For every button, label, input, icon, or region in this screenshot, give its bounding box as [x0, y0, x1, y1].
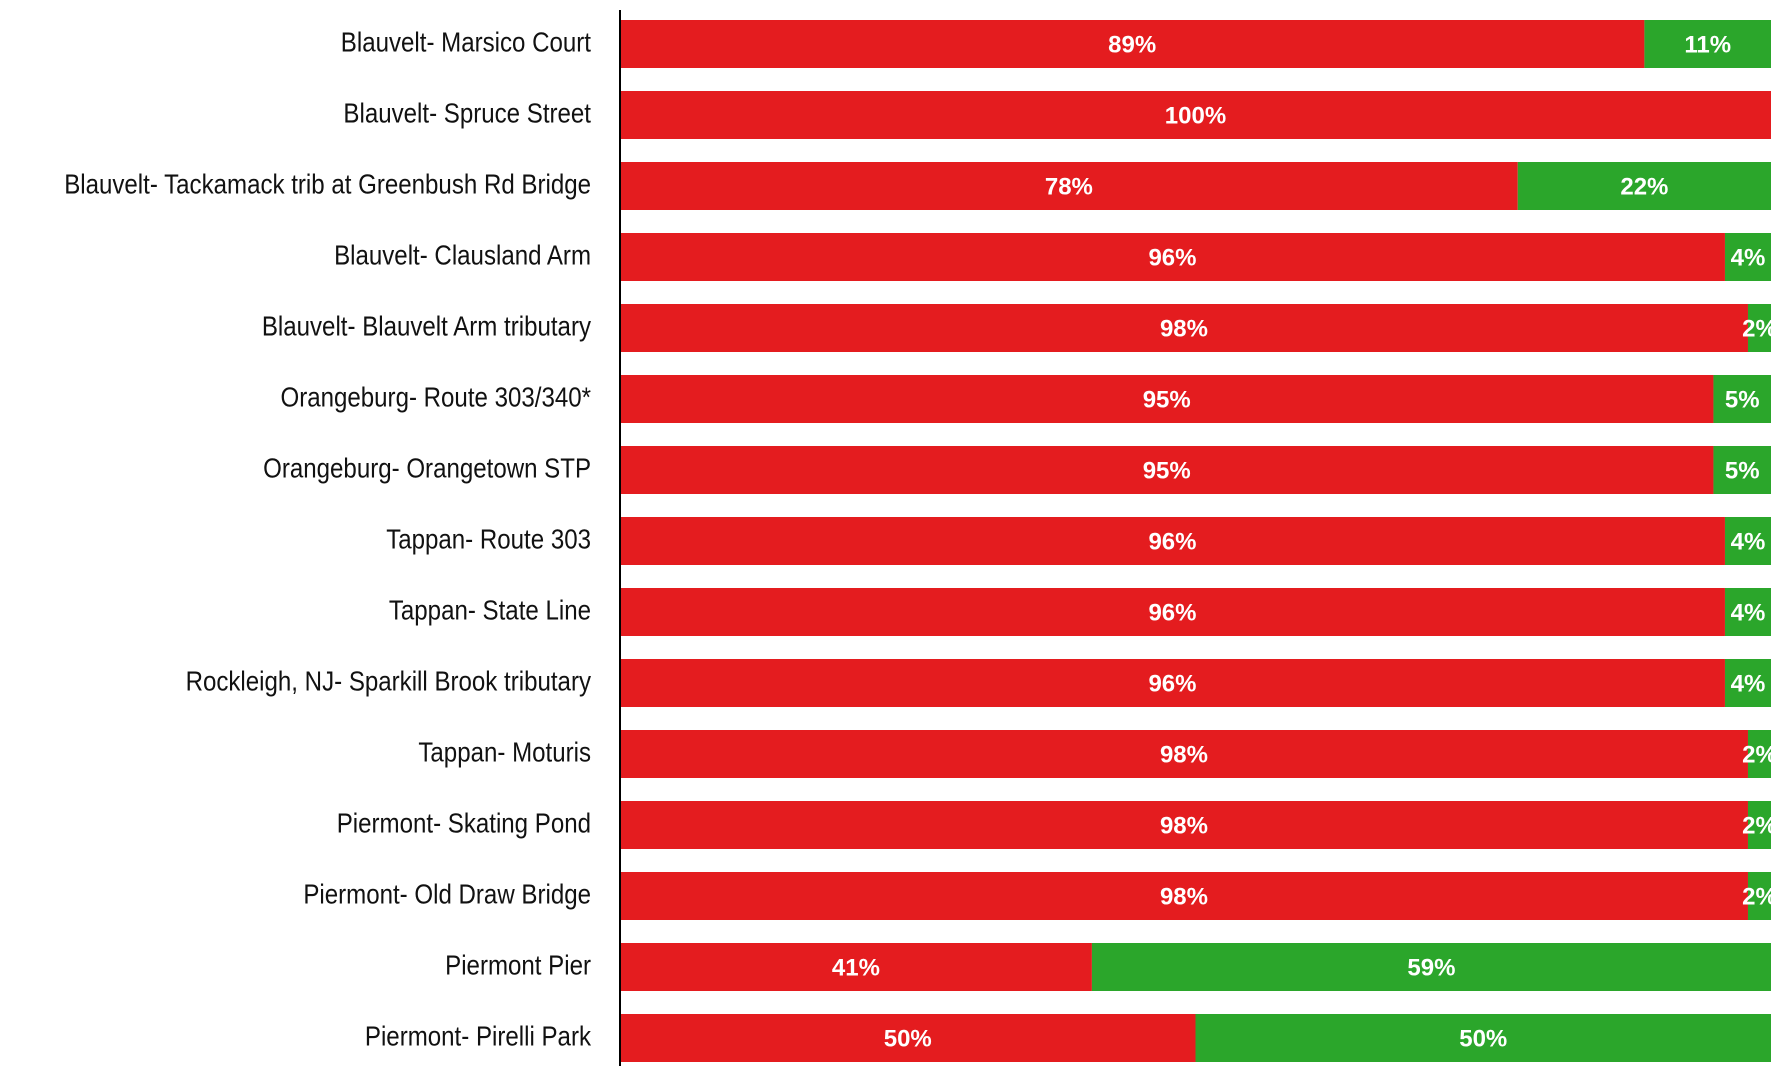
- bar-segment: [620, 91, 1771, 139]
- value-label: 4%: [1731, 599, 1766, 626]
- value-label: 96%: [1148, 528, 1196, 555]
- value-label: 22%: [1620, 173, 1668, 200]
- bar-segment: [620, 162, 1518, 210]
- value-label: 41%: [832, 954, 880, 981]
- bar-segment: [620, 233, 1725, 281]
- category-label: Tappan- Route 303: [386, 523, 591, 555]
- bar-segment: [620, 872, 1748, 920]
- category-label: Piermont Pier: [445, 949, 591, 981]
- bar-segment: [1724, 659, 1771, 707]
- bar-segment: [1724, 588, 1771, 636]
- bar-segment: [620, 375, 1714, 423]
- value-label: 95%: [1143, 457, 1191, 484]
- value-label: 95%: [1143, 386, 1191, 413]
- bar-segment: [620, 801, 1748, 849]
- category-label: Piermont- Old Draw Bridge: [303, 878, 591, 910]
- value-label: 2%: [1742, 812, 1777, 839]
- bar-segment: [1713, 446, 1771, 494]
- bar-segment: [620, 20, 1645, 68]
- value-label: 2%: [1742, 315, 1777, 342]
- value-label: 89%: [1108, 31, 1156, 58]
- value-label: 59%: [1407, 954, 1455, 981]
- value-label: 96%: [1148, 244, 1196, 271]
- bar-segment: [1747, 730, 1771, 778]
- category-label: Blauvelt- Tackamack trib at Greenbush Rd…: [64, 168, 591, 200]
- category-label: Orangeburg- Orangetown STP: [263, 452, 591, 484]
- bar-segment: [1091, 943, 1771, 991]
- value-label: 78%: [1045, 173, 1093, 200]
- category-label: Blauvelt- Marsico Court: [341, 26, 592, 58]
- value-label: 11%: [1684, 31, 1731, 58]
- value-label: 50%: [1459, 1025, 1507, 1052]
- bar-segment: [1747, 304, 1771, 352]
- value-label: 50%: [884, 1025, 932, 1052]
- bar-segment: [620, 943, 1092, 991]
- category-label: Blauvelt- Spruce Street: [343, 97, 591, 129]
- bar-segment: [620, 588, 1725, 636]
- value-label: 98%: [1160, 741, 1208, 768]
- category-label: Blauvelt- Blauvelt Arm tributary: [262, 310, 591, 342]
- category-label: Tappan- Moturis: [418, 736, 591, 768]
- category-label: Blauvelt- Clausland Arm: [334, 239, 591, 271]
- value-label: 4%: [1731, 528, 1766, 555]
- bar-segment: [1747, 872, 1771, 920]
- bar-segment: [1724, 233, 1771, 281]
- category-label: Orangeburg- Route 303/340*: [280, 381, 591, 413]
- value-label: 96%: [1148, 599, 1196, 626]
- value-label: 98%: [1160, 812, 1208, 839]
- bar-segment: [620, 1014, 1196, 1062]
- bar-segment: [1195, 1014, 1771, 1062]
- value-label: 5%: [1725, 457, 1760, 484]
- value-label: 4%: [1731, 670, 1766, 697]
- value-label: 98%: [1160, 315, 1208, 342]
- bar-segment: [1747, 801, 1771, 849]
- bar-segment: [1713, 375, 1771, 423]
- category-label: Piermont- Skating Pond: [337, 807, 591, 839]
- category-label: Rockleigh, NJ- Sparkill Brook tributary: [186, 665, 591, 697]
- value-label: 96%: [1148, 670, 1196, 697]
- value-label: 2%: [1742, 741, 1777, 768]
- bar-segment: [620, 659, 1725, 707]
- bar-segment: [1724, 517, 1771, 565]
- bar-segment: [1644, 20, 1771, 68]
- category-label: Tappan- State Line: [389, 594, 591, 626]
- value-label: 4%: [1731, 244, 1766, 271]
- bar-segment: [620, 446, 1714, 494]
- bar-segment: [620, 304, 1748, 352]
- category-label: Piermont- Pirelli Park: [365, 1020, 592, 1052]
- value-label: 5%: [1725, 386, 1760, 413]
- bar-segment: [1517, 162, 1771, 210]
- value-label: 98%: [1160, 883, 1208, 910]
- value-label: 100%: [1165, 102, 1226, 129]
- value-label: 2%: [1742, 883, 1777, 910]
- bar-segment: [620, 517, 1725, 565]
- bar-segment: [620, 730, 1748, 778]
